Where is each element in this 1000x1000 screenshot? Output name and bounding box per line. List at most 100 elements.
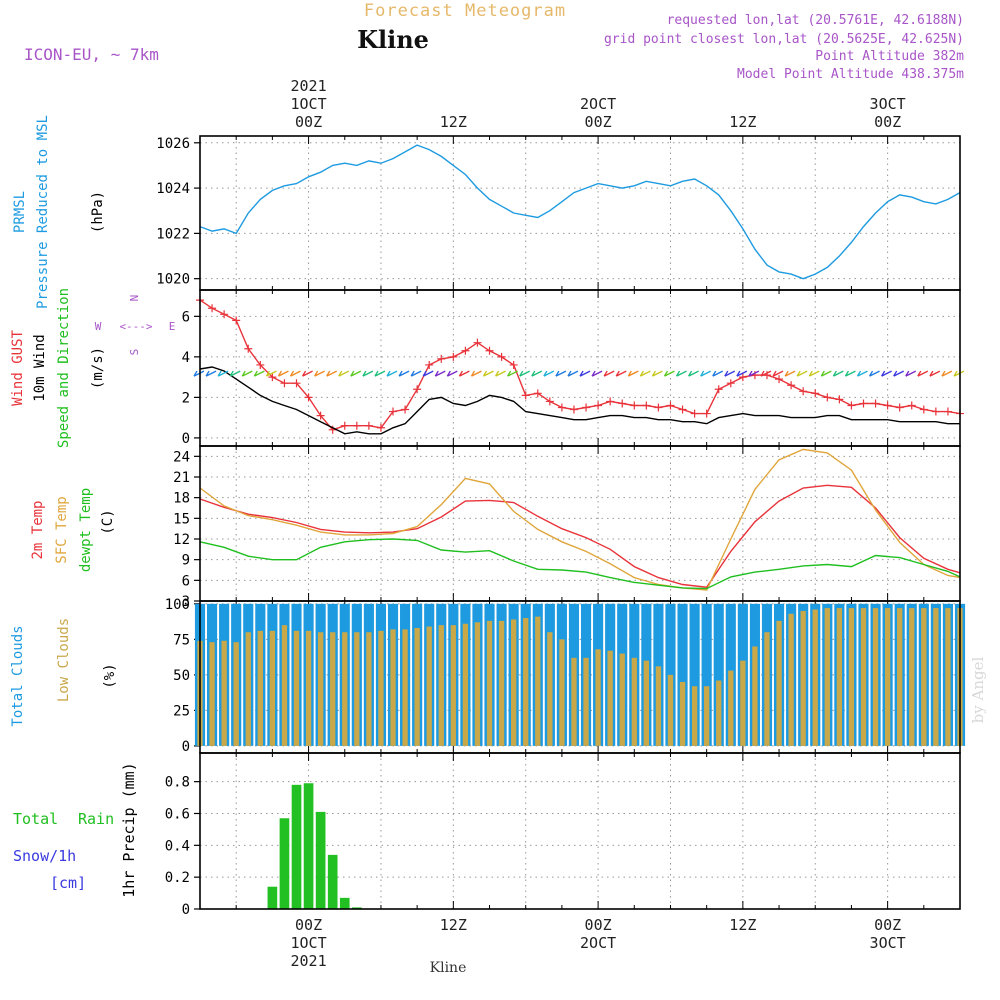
gust-point <box>714 385 723 394</box>
wind-barb <box>386 370 398 377</box>
gust-point <box>799 387 808 396</box>
panel-wind: 0 2 4 6 <box>182 289 965 447</box>
wind-barb <box>482 370 494 377</box>
low-clouds-bar <box>704 686 710 746</box>
gust-label: Wind GUST <box>10 330 26 406</box>
gust-point <box>569 405 578 414</box>
y-tick-label: 1020 <box>156 272 190 288</box>
gust-point <box>618 399 627 408</box>
wind-barb <box>446 370 458 377</box>
wind-barb <box>856 370 868 377</box>
rain-bar <box>279 818 290 909</box>
low-clouds-bar <box>655 666 662 746</box>
panel-temperature: 3 6 9 12 15 18 21 24 <box>173 445 961 610</box>
low-clouds-bar <box>607 650 613 746</box>
gust-point <box>304 393 313 402</box>
low-clouds-bar <box>595 649 601 746</box>
wind-barb <box>265 370 277 377</box>
low-clouds-bar <box>872 608 879 746</box>
time-label: 2OCT <box>580 95 616 113</box>
gust-point <box>654 403 663 412</box>
temp-unit-label: (C) <box>100 509 116 534</box>
low-clouds-bar <box>921 608 927 746</box>
compass-s: S <box>128 349 141 356</box>
series-line-10m-wind <box>199 366 960 435</box>
gust-point <box>461 346 470 355</box>
y-tick-label: 12 <box>173 532 190 548</box>
low-clouds-bar <box>583 657 589 746</box>
series-line-2m-temp <box>199 484 961 588</box>
wind-barb <box>844 370 856 377</box>
gust-point <box>413 385 422 394</box>
wind-label: 10m Wind <box>32 334 48 401</box>
gust-point <box>582 403 591 412</box>
wind-barb <box>338 370 350 377</box>
low-clouds-bar <box>848 608 855 746</box>
wind-barb <box>289 370 301 377</box>
y-tick-label: 0 <box>182 739 190 755</box>
gust-point <box>847 401 856 410</box>
gust-point <box>208 304 217 313</box>
low-clouds-bar <box>510 619 517 746</box>
rain-bar <box>291 784 302 909</box>
time-label: 3OCT <box>870 934 906 952</box>
wind-barb <box>494 370 506 377</box>
low-clouds-bar <box>450 625 456 746</box>
precip-total-label: Total <box>13 810 58 828</box>
low-clouds-bar <box>269 630 276 746</box>
gust-point <box>835 395 844 404</box>
y-tick-label: 21 <box>173 470 190 486</box>
low-clouds-bar <box>462 623 469 746</box>
gust-point <box>497 352 506 361</box>
wind-barb <box>772 370 784 377</box>
wind-barb <box>531 370 543 377</box>
wind-barb <box>736 370 748 377</box>
low-clouds-bar <box>498 620 505 746</box>
wind-barb <box>458 370 470 377</box>
wind-barb <box>724 370 736 377</box>
gust-point <box>787 381 796 390</box>
gust-point <box>268 373 277 382</box>
wind-barb <box>241 370 253 377</box>
time-label: 2021 <box>291 952 327 970</box>
y-tick-label: 100 <box>165 597 190 613</box>
wind-barb <box>784 370 796 377</box>
wind-barb <box>820 370 832 377</box>
wind-barb <box>627 370 639 377</box>
wind-barb <box>893 370 904 377</box>
time-label: 12Z <box>440 113 467 131</box>
low-clouds-bar <box>402 629 408 746</box>
wind-barb <box>507 370 518 377</box>
wind-barb <box>748 370 760 377</box>
station-name: Kline <box>357 25 429 54</box>
wind-barb <box>929 370 941 377</box>
wind-barb <box>796 370 808 377</box>
low-clouds-bar <box>679 681 686 746</box>
gust-point <box>244 344 253 353</box>
gust-point <box>437 354 446 363</box>
gust-point <box>775 375 784 384</box>
y-tick-label: 2 <box>182 390 190 406</box>
y-tick-label: 50 <box>173 668 190 684</box>
gust-point <box>690 409 699 418</box>
series-line-wind-gust <box>199 299 961 431</box>
wind-barb <box>905 370 917 377</box>
time-label: 00Z <box>585 916 612 934</box>
top-year-label: 2021 <box>291 77 327 95</box>
y-tick-label: 0.2 <box>165 870 190 886</box>
time-label: 00Z <box>874 113 901 131</box>
low-clouds-bar <box>233 642 239 746</box>
panel-frame <box>199 445 961 602</box>
gust-point <box>871 399 880 408</box>
low-clouds-bar <box>728 670 734 746</box>
gust-point <box>630 401 639 410</box>
wind-barb <box>688 370 699 377</box>
gust-point <box>232 316 241 325</box>
low-clouds-bar <box>909 608 915 746</box>
gust-point <box>521 391 530 400</box>
model-label: ICON-EU, ~ 7km <box>24 45 159 64</box>
gust-point <box>256 360 265 369</box>
gust-point <box>352 421 361 430</box>
gust-point <box>726 379 735 388</box>
panels: 1020102210241026024636912151821240255075… <box>156 135 966 918</box>
